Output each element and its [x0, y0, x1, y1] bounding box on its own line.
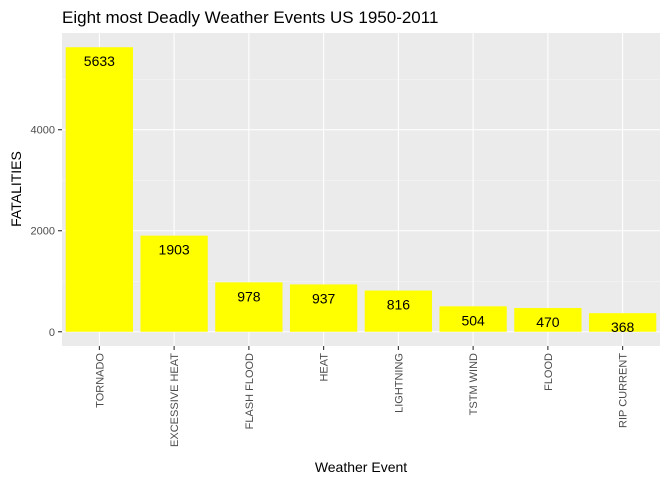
bar [364, 290, 433, 332]
data-label: 937 [312, 290, 336, 306]
data-label: 504 [461, 312, 485, 328]
x-tick-label: FLOOD [543, 353, 555, 391]
y-tick-label: 2000 [31, 226, 55, 238]
bar [588, 313, 657, 332]
bar [289, 284, 358, 332]
data-label: 1903 [159, 242, 190, 258]
x-tick-label: EXCESSIVE HEAT [169, 353, 181, 447]
data-label: 368 [611, 319, 635, 335]
x-tick-label: TSTM WIND [468, 353, 480, 415]
data-label: 470 [536, 314, 560, 330]
x-axis-title: Weather Event [315, 459, 407, 475]
x-tick-label: HEAT [319, 353, 331, 382]
y-tick-label: 0 [49, 327, 55, 339]
x-axis: TORNADO EXCESSIVE HEAT FLASH FLOOD HEAT LIGH… [94, 346, 630, 447]
x-tick-label: LIGHTNING [393, 353, 405, 413]
bar [439, 306, 507, 332]
x-tick-label: FLASH FLOOD [244, 353, 256, 429]
bar [140, 235, 208, 332]
x-tick-label: RIP CURRENT [618, 353, 630, 428]
data-label: 5633 [84, 53, 115, 69]
bar [514, 308, 582, 332]
data-label: 816 [387, 297, 411, 313]
bar [65, 47, 134, 332]
chart-title: Eight most Deadly Weather Events US 1950… [62, 8, 438, 27]
y-axis-title: FATALITIES [8, 151, 24, 227]
y-tick-label: 4000 [31, 125, 55, 137]
data-label: 978 [237, 288, 261, 304]
x-tick-label: TORNADO [94, 353, 106, 408]
bars [65, 47, 657, 332]
bar [215, 282, 283, 332]
y-axis: 0 2000 4000 [31, 125, 62, 339]
data-labels: 5633 1903 978 937 816 504 470 368 [84, 53, 635, 335]
